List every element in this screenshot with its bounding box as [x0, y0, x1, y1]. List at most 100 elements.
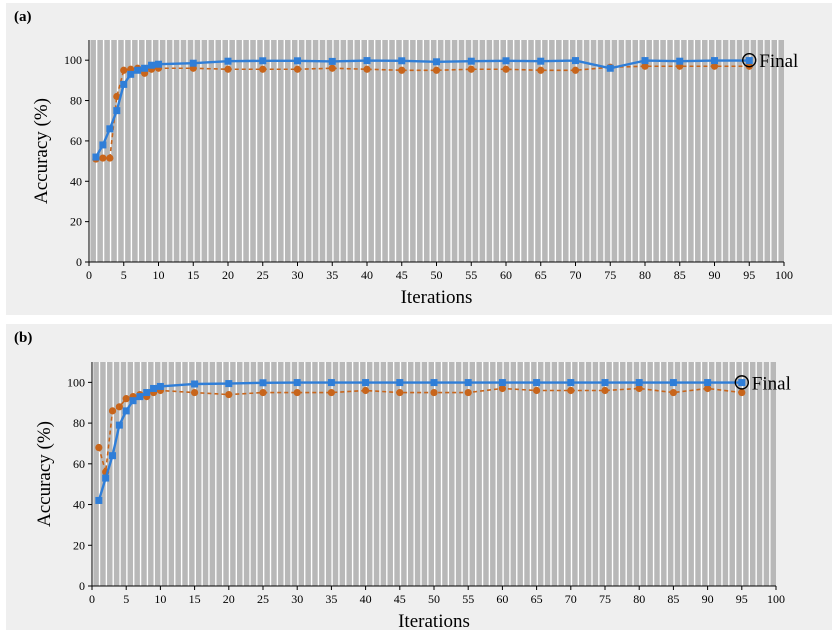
grid-stripe	[278, 362, 284, 586]
data-point-circle	[571, 66, 580, 74]
data-point-square	[225, 380, 233, 388]
y-tick-label: 100	[67, 375, 85, 389]
grid-stripe	[507, 40, 513, 262]
x-tick-label: 60	[496, 592, 508, 606]
grid-stripe	[360, 362, 366, 586]
x-tick-label: 40	[361, 268, 373, 282]
x-tick-label: 40	[360, 592, 372, 606]
grid-stripe	[653, 40, 659, 262]
data-point-square	[738, 379, 746, 387]
grid-stripe	[681, 362, 688, 586]
data-point-square	[95, 496, 103, 504]
data-point-square	[567, 379, 575, 387]
grid-stripe	[625, 40, 632, 262]
data-point-square	[150, 384, 158, 392]
grid-stripe	[517, 362, 523, 586]
data-point-circle	[225, 390, 233, 399]
grid-stripe	[394, 362, 400, 586]
data-point-square	[430, 379, 438, 387]
data-point-square	[259, 379, 267, 387]
grid-stripe	[312, 362, 318, 586]
panel-label: (a)	[14, 9, 32, 25]
grid-stripe	[154, 362, 161, 586]
grid-stripe	[194, 40, 201, 262]
grid-stripe	[401, 362, 407, 586]
x-tick-label: 20	[223, 592, 235, 606]
data-point-circle	[120, 66, 128, 74]
grid-stripe	[410, 40, 416, 262]
grid-stripe	[132, 40, 138, 262]
data-point-square	[224, 57, 232, 65]
grid-stripe	[236, 40, 242, 262]
data-point-square	[127, 70, 135, 78]
grid-stripe	[514, 40, 520, 262]
grid-stripe	[421, 362, 428, 586]
x-tick-label: 90	[702, 592, 714, 606]
data-point-circle	[502, 65, 510, 73]
x-tick-label: 50	[428, 592, 440, 606]
grid-stripe	[531, 362, 537, 586]
data-point-square	[106, 125, 114, 133]
x-tick-label: 15	[189, 592, 201, 606]
grid-stripe	[175, 362, 181, 586]
grid-stripe	[284, 40, 291, 262]
grid-stripe	[250, 40, 256, 262]
data-point-circle	[327, 388, 335, 397]
grid-stripe	[326, 40, 333, 262]
data-point-circle	[293, 388, 301, 397]
grid-stripe	[750, 40, 757, 262]
y-tick-label: 0	[76, 255, 82, 269]
grid-stripe	[387, 362, 393, 586]
grid-stripe	[347, 40, 354, 262]
data-point-square	[676, 57, 684, 65]
data-point-square	[745, 57, 753, 65]
data-point-circle	[738, 388, 746, 397]
grid-stripe	[127, 362, 134, 586]
final-annotation: Final	[759, 51, 798, 72]
data-point-square	[102, 474, 110, 482]
grid-stripe	[291, 40, 298, 262]
grid-stripe	[435, 362, 441, 586]
grid-stripe	[465, 40, 472, 262]
data-point-square	[328, 57, 336, 65]
grid-stripe	[189, 362, 195, 586]
grid-stripe	[695, 40, 701, 262]
x-tick-label: 95	[736, 592, 748, 606]
grid-stripe	[688, 362, 694, 586]
grid-stripe	[264, 40, 270, 262]
x-tick-label: 100	[775, 268, 793, 282]
grid-stripe	[483, 362, 489, 586]
grid-stripe	[763, 362, 770, 586]
data-point-circle	[106, 154, 114, 162]
grid-stripe	[222, 40, 228, 262]
grid-stripe	[701, 40, 708, 262]
grid-stripe	[535, 40, 541, 262]
data-point-square	[293, 379, 301, 387]
x-tick-label: 0	[89, 592, 95, 606]
grid-stripe	[722, 40, 729, 262]
chart-panel-a: (a) 0 5 10 15 20 25 30 35 40 45 50 55 60 65 70 75 80 85 90…	[6, 3, 832, 315]
data-point-square	[122, 407, 130, 415]
grid-stripe	[449, 362, 455, 586]
y-tick-label: 20	[70, 215, 82, 229]
grid-stripe	[215, 40, 222, 262]
grid-stripe	[542, 40, 548, 262]
data-point-circle	[398, 66, 406, 74]
data-point-square	[533, 379, 541, 387]
grid-stripe	[722, 362, 729, 586]
x-tick-label: 45	[396, 268, 408, 282]
x-tick-label: 30	[292, 268, 304, 282]
grid-stripe	[590, 40, 597, 262]
grid-stripe	[134, 362, 140, 586]
grid-stripe	[104, 40, 110, 262]
data-point-square	[136, 393, 144, 401]
grid-stripe	[173, 40, 180, 262]
grid-stripe	[562, 40, 569, 262]
grid-stripe	[396, 40, 402, 262]
y-tick-label: 40	[73, 498, 85, 512]
grid-stripe	[319, 40, 326, 262]
data-point-square	[641, 57, 649, 65]
data-point-square	[109, 452, 117, 460]
grid-stripe	[305, 40, 312, 262]
grid-stripe	[451, 40, 458, 262]
